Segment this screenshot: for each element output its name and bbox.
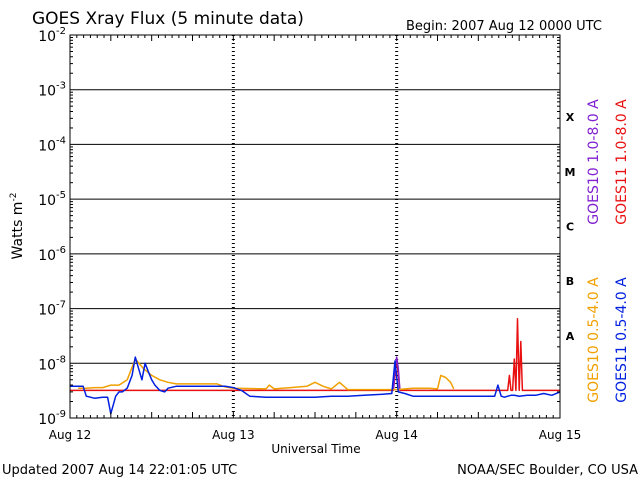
y-tick-base: 10 (38, 412, 56, 428)
y-axis-label: Watts m-2 (9, 193, 26, 260)
y-tick-exponent: -9 (56, 409, 66, 420)
flare-class-label: X (566, 111, 575, 124)
y-tick-label: 10-6 (38, 245, 66, 264)
y-tick-exponent: -5 (56, 190, 66, 201)
series-layer (70, 318, 561, 415)
y-tick-base: 10 (38, 193, 56, 209)
y-tick-label: 10-4 (38, 135, 66, 154)
grid (70, 35, 560, 418)
y-tick-label: 10-5 (38, 190, 66, 209)
y-tick-base: 10 (38, 248, 56, 264)
y-tick-label: 10-8 (38, 354, 66, 373)
y-tick-exponent: -2 (56, 26, 66, 37)
legend: GOES10 1.0-8.0 A GOES11 1.0-8.0 A GOES10 0… (586, 99, 630, 403)
updated-timestamp: Updated 2007 Aug 14 22:01:05 UTC (2, 463, 237, 478)
legend-entry: GOES10 0.5-4.0 A (586, 277, 602, 403)
legend-entry: GOES11 1.0-8.0 A (614, 99, 630, 225)
flare-class-label: B (566, 275, 574, 288)
series-line-goes10-1-0-8-0-a (392, 356, 401, 391)
legend-label: GOES11 0.5-4.0 A (614, 277, 630, 403)
y-tick-base: 10 (38, 303, 56, 319)
legend-entry: GOES10 1.0-8.0 A (586, 99, 602, 225)
plot-frame (69, 34, 561, 419)
y-tick-label: 10-7 (38, 300, 66, 319)
svg-text:Watts m-2: Watts m-2 (9, 193, 26, 260)
legend-entry: GOES11 0.5-4.0 A (614, 277, 630, 403)
credit-label: NOAA/SEC Boulder, CO USA (457, 463, 638, 478)
x-tick-label: Aug 12 (49, 428, 92, 442)
flare-class-label: C (566, 221, 574, 234)
y-tick-label: 10-2 (38, 26, 66, 45)
series-line-goes11-0-5-4-0-a (70, 356, 561, 415)
y-tick-exponent: -8 (56, 354, 66, 365)
y-tick-exponent: -4 (56, 135, 66, 146)
y-tick-exponent: -7 (56, 300, 66, 311)
x-axis-label: Universal Time (271, 442, 360, 456)
series-line-goes11-1-0-8-0-a (70, 318, 560, 392)
y-tick-label: 10-3 (38, 81, 66, 100)
y-tick-base: 10 (38, 357, 56, 373)
x-tick-label: Aug 13 (212, 428, 255, 442)
legend-label: GOES11 1.0-8.0 A (614, 99, 630, 225)
y-tick-base: 10 (38, 138, 56, 154)
legend-label: GOES10 0.5-4.0 A (586, 277, 602, 403)
y-tick-label: 10-9 (38, 409, 66, 428)
flare-class-label: A (566, 330, 575, 343)
y-tick-exponent: -3 (56, 81, 66, 92)
y-axis-label-sup: -2 (9, 193, 19, 202)
flare-class-label: M (565, 166, 576, 179)
y-tick-base: 10 (38, 29, 56, 45)
x-tick-label: Aug 14 (375, 428, 418, 442)
y-tick-base: 10 (38, 84, 56, 100)
y-tick-exponent: -6 (56, 245, 66, 256)
legend-label: GOES10 1.0-8.0 A (586, 99, 602, 225)
chart-title: GOES Xray Flux (5 minute data) (32, 9, 304, 29)
begin-label: Begin: 2007 Aug 12 0000 UTC (406, 19, 602, 34)
y-axis-label-text: Watts m (10, 202, 26, 260)
x-tick-label: Aug 15 (539, 428, 582, 442)
